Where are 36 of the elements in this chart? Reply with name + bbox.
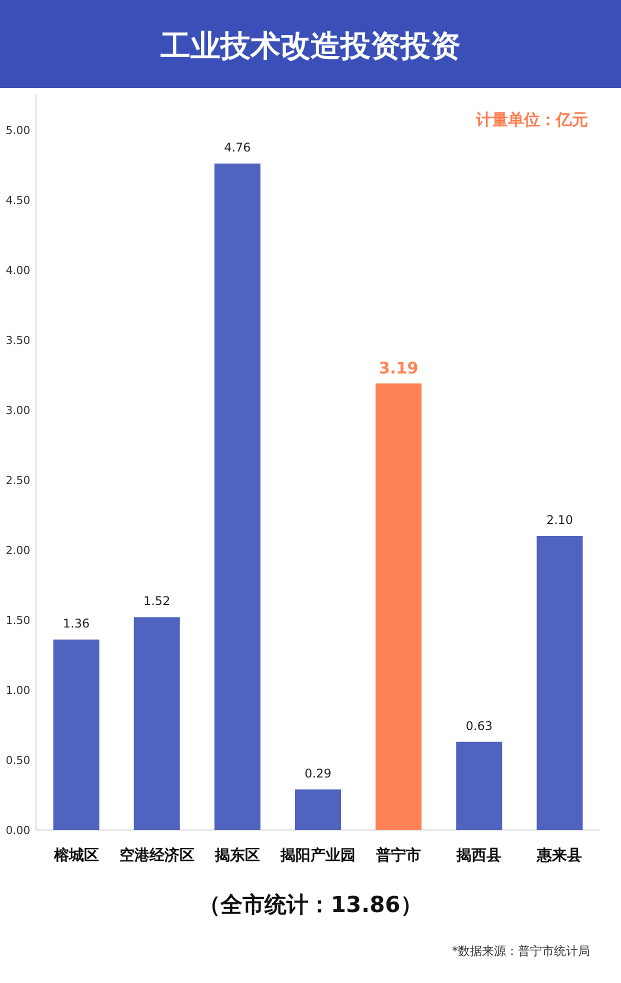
y-tick-label: 1.00: [6, 684, 30, 697]
y-tick-label: 1.50: [6, 614, 30, 627]
y-tick-label: 3.00: [6, 404, 30, 417]
y-tick-label: 2.00: [6, 544, 30, 557]
bar: [295, 789, 341, 830]
y-tick-label: 4.50: [6, 194, 30, 207]
y-tick-label: 0.50: [6, 754, 30, 767]
bar: [456, 742, 502, 830]
y-tick-label: 4.00: [6, 264, 30, 277]
y-tick-label: 3.50: [6, 334, 30, 347]
chart-title: 工业技术改造投资投资: [160, 29, 460, 64]
bar: [134, 617, 180, 830]
data-label: 3.19: [378, 358, 418, 378]
x-tick-label: 揭西县: [456, 846, 502, 864]
x-tick-label: 揭东区: [214, 846, 260, 864]
data-label: 1.36: [62, 616, 90, 631]
bar: [376, 383, 422, 830]
bar: [536, 536, 583, 830]
bar: [214, 164, 260, 830]
bar: [53, 640, 100, 830]
data-label: 0.63: [466, 718, 492, 733]
data-label: 1.52: [144, 594, 170, 608]
y-tick-label: 0.00: [6, 824, 30, 837]
text: （全市统计：13.86）: [198, 892, 422, 918]
data-label: 0.29: [304, 766, 332, 780]
text: *数据来源：普宁市统计局: [452, 944, 590, 958]
x-tick-label: 惠来县: [536, 846, 582, 864]
x-tick-label: 揭阳产业园: [280, 846, 356, 864]
y-tick-label: 2.50: [6, 474, 30, 487]
x-tick-label: 榕城区: [52, 846, 99, 864]
x-tick-label: 普宁市: [375, 846, 422, 864]
y-tick-label: 5.00: [6, 124, 30, 137]
x-tick-label: 空港经济区: [119, 846, 194, 864]
annotation: 计量单位：亿元: [475, 110, 588, 129]
data-label: 2.10: [546, 513, 574, 527]
data-label: 4.76: [224, 140, 251, 155]
